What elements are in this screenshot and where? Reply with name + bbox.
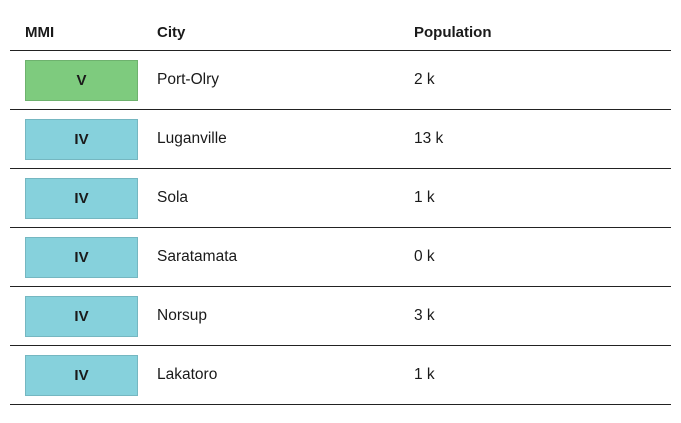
column-header-city[interactable]: City xyxy=(157,14,414,51)
mmi-cell: IV xyxy=(10,345,157,405)
mmi-badge: V xyxy=(25,59,138,101)
mmi-cell: IV xyxy=(10,168,157,228)
city-cell: Norsup xyxy=(157,286,414,346)
table-row: V Port-Olry 2 k xyxy=(10,50,671,110)
population-cell: 13 k xyxy=(414,109,671,169)
table-row: IV Saratamata 0 k xyxy=(10,227,671,287)
city-cell: Sola xyxy=(157,168,414,228)
table-body: V Port-Olry 2 k IV Luganville 13 k IV So… xyxy=(10,50,671,405)
mmi-badge: IV xyxy=(25,177,138,219)
population-cell: 1 k xyxy=(414,168,671,228)
table-row: IV Norsup 3 k xyxy=(10,286,671,346)
population-cell: 1 k xyxy=(414,345,671,405)
column-header-population[interactable]: Population xyxy=(414,14,671,51)
mmi-badge: IV xyxy=(25,354,138,396)
header-row: MMI City Population xyxy=(10,14,671,51)
table-row: IV Luganville 13 k xyxy=(10,109,671,169)
population-cell: 3 k xyxy=(414,286,671,346)
table-header: MMI City Population xyxy=(10,14,671,51)
city-cell: Saratamata xyxy=(157,227,414,287)
mmi-cell: IV xyxy=(10,286,157,346)
table-row: IV Sola 1 k xyxy=(10,168,671,228)
city-cell: Luganville xyxy=(157,109,414,169)
mmi-cell: IV xyxy=(10,227,157,287)
mmi-cell: V xyxy=(10,50,157,110)
city-cell: Lakatoro xyxy=(157,345,414,405)
population-cell: 2 k xyxy=(414,50,671,110)
mmi-badge: IV xyxy=(25,236,138,278)
population-cell: 0 k xyxy=(414,227,671,287)
column-header-mmi[interactable]: MMI xyxy=(10,14,157,51)
city-cell: Port-Olry xyxy=(157,50,414,110)
city-intensity-table-container: MMI City Population V Port-Olry 2 k IV L… xyxy=(10,14,671,405)
table-row: IV Lakatoro 1 k xyxy=(10,345,671,405)
city-intensity-table: MMI City Population V Port-Olry 2 k IV L… xyxy=(10,14,671,405)
mmi-badge: IV xyxy=(25,118,138,160)
mmi-cell: IV xyxy=(10,109,157,169)
mmi-badge: IV xyxy=(25,295,138,337)
